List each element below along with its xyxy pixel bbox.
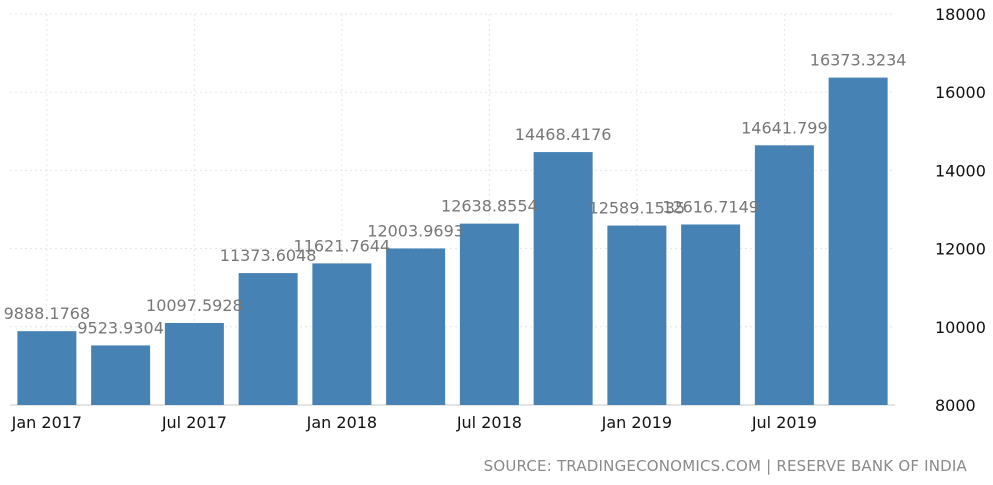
data-label: 12638.8554 [441, 197, 538, 216]
y-tick-label: 8000 [935, 396, 976, 415]
data-label: 14641.799 [741, 118, 828, 137]
bar [17, 331, 77, 405]
x-axis-ticks: Jan 2017 Jul 2017 Jan 2018 Jul 2018 Jan 2019… [11, 413, 817, 432]
x-tick-label: Jul 2018 [456, 413, 522, 432]
bar [533, 152, 593, 405]
data-label: 10097.5928 [146, 296, 243, 315]
x-tick-label: Jan 2018 [306, 413, 377, 432]
bar [91, 345, 151, 405]
bar [459, 223, 519, 405]
bar [386, 248, 446, 405]
data-label: 12003.9693 [367, 221, 464, 240]
x-tick-label: Jul 2017 [161, 413, 227, 432]
data-label: 12616.7149 [662, 197, 759, 216]
x-tick-label: Jan 2019 [601, 413, 672, 432]
x-tick-label: Jan 2017 [11, 413, 82, 432]
data-label: 16373.3234 [810, 51, 907, 70]
y-tick-label: 16000 [935, 83, 986, 102]
y-tick-label: 10000 [935, 318, 986, 337]
source-note: SOURCE: TRADINGECONOMICS.COM | RESERVE B… [483, 457, 967, 475]
y-tick-label: 14000 [935, 161, 986, 180]
y-axis-ticks: 8000 10000 12000 14000 16000 18000 [935, 5, 986, 415]
data-label: 14468.4176 [515, 125, 612, 144]
data-label: 9523.9304 [77, 318, 164, 337]
bar [312, 263, 372, 405]
bar [238, 273, 298, 405]
bar [607, 225, 667, 405]
y-tick-label: 18000 [935, 5, 986, 24]
bar [828, 77, 888, 405]
bar [681, 224, 741, 405]
data-label: 11373.6048 [220, 246, 317, 265]
bar [164, 322, 224, 405]
bars [17, 77, 888, 405]
x-tick-label: Jul 2019 [751, 413, 817, 432]
data-label: 12589.1535 [589, 199, 686, 218]
data-label: 9888.1768 [4, 304, 91, 323]
bar [754, 145, 814, 405]
data-label: 11621.7644 [294, 236, 391, 255]
y-tick-label: 12000 [935, 240, 986, 259]
